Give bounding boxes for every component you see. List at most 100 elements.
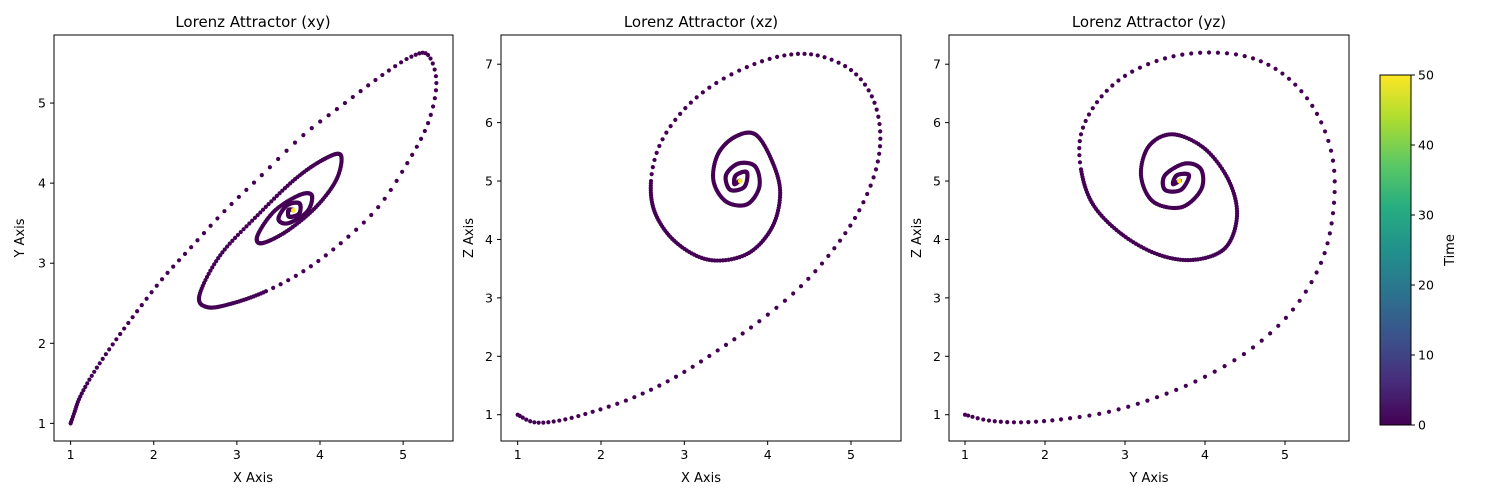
panel-xz-point bbox=[836, 60, 841, 65]
panel-yz-point bbox=[1110, 83, 1115, 88]
colorbar-ticks: 0 10 20 30 40 50 bbox=[1411, 68, 1434, 433]
panel-xz-point bbox=[752, 61, 757, 67]
panel-yz-point bbox=[981, 417, 986, 422]
panel-xy-point bbox=[358, 89, 363, 94]
panel-xy-point bbox=[280, 188, 285, 193]
panel-yz-point bbox=[1067, 416, 1073, 421]
colorbar-tick-label: 40 bbox=[1418, 138, 1434, 153]
panel-yz-point bbox=[1058, 417, 1064, 422]
panel-yz-point bbox=[1183, 383, 1188, 388]
panel-xy-point bbox=[376, 205, 381, 210]
panel-yz-point bbox=[1259, 338, 1264, 343]
panel-xz-point bbox=[740, 331, 745, 336]
panel-yz-ytick-label: 5 bbox=[933, 174, 941, 189]
panel-xz-point bbox=[874, 107, 879, 112]
panel-yz-point bbox=[992, 419, 997, 424]
panel-yz-point bbox=[970, 414, 975, 419]
panel-xy-point bbox=[346, 234, 351, 239]
panel-xz-point bbox=[690, 364, 695, 369]
panel-xz-point bbox=[707, 85, 712, 90]
panel-xz-xtick-label: 2 bbox=[597, 447, 605, 462]
panel-xy-point bbox=[410, 152, 415, 157]
panel-xy-ytick-label: 4 bbox=[38, 176, 46, 191]
panel-xz-point bbox=[723, 342, 729, 347]
panel-xz-point bbox=[815, 53, 820, 58]
panel-xz-point bbox=[806, 276, 811, 281]
panel-xy-point bbox=[400, 169, 405, 174]
panel-xz-point bbox=[673, 374, 679, 379]
panel-xz-point bbox=[683, 106, 688, 111]
panel-yz-point bbox=[1283, 315, 1288, 320]
panel-xz-point bbox=[668, 124, 673, 129]
panel-yz-point bbox=[1126, 404, 1131, 409]
panel-yz-point bbox=[1077, 414, 1082, 420]
panel-xy-point bbox=[422, 128, 427, 134]
panel-xz-point bbox=[848, 223, 853, 228]
panel-xy-point bbox=[342, 100, 348, 106]
panel-xy-point bbox=[405, 161, 410, 166]
panel-xz-point bbox=[829, 57, 834, 62]
panel-yz-point bbox=[1106, 409, 1112, 414]
panel-xy-point bbox=[301, 133, 306, 138]
panel-yz-point bbox=[1087, 413, 1092, 418]
panel-xz-point bbox=[664, 130, 669, 135]
panel-xy-point bbox=[201, 230, 207, 236]
panel-yz-point bbox=[1077, 153, 1082, 158]
panel-xz-ytick-label: 7 bbox=[485, 57, 493, 72]
panel-yz-ytick-label: 4 bbox=[933, 232, 941, 247]
panel-xy-point bbox=[430, 104, 436, 109]
panel-xy-point bbox=[425, 52, 431, 58]
panel-xy-point bbox=[241, 227, 246, 232]
panel-xy-point bbox=[354, 227, 359, 232]
panel-xz-point bbox=[654, 150, 659, 155]
panel-yz-point bbox=[1077, 146, 1082, 151]
panel-xy-point bbox=[258, 210, 263, 215]
panel-xz-point bbox=[843, 64, 848, 69]
panel-xz-point bbox=[789, 52, 794, 57]
panel-xz-point bbox=[878, 136, 883, 141]
panel-xy-point bbox=[218, 253, 223, 258]
panel-yz-point bbox=[1099, 94, 1104, 99]
panel-xy-point bbox=[220, 250, 225, 255]
panel-xz-xticks: 1 2 3 4 5 bbox=[514, 441, 855, 462]
panel-xy-point bbox=[308, 264, 313, 269]
panel-xy-point bbox=[259, 173, 264, 178]
colorbar-tick-label: 10 bbox=[1418, 348, 1434, 363]
panel-xz-point bbox=[524, 417, 529, 422]
panel-xy-point bbox=[331, 247, 336, 252]
panel-yz-point bbox=[986, 418, 992, 423]
panel-xy-point bbox=[252, 215, 258, 221]
panel-xz-point bbox=[536, 420, 541, 425]
panel-xy-point bbox=[135, 309, 140, 314]
panel-xz-point bbox=[774, 305, 779, 310]
panel-xy-point bbox=[122, 326, 127, 331]
panel-yz-point bbox=[1180, 52, 1185, 57]
panel-xz-point bbox=[557, 418, 562, 423]
panel-xy-point bbox=[176, 258, 182, 263]
panel-xy-point bbox=[214, 259, 219, 264]
panel-xy-point bbox=[388, 187, 393, 193]
panel-yz-ytick-label: 1 bbox=[933, 407, 941, 422]
panel-xz-ytick-label: 5 bbox=[485, 174, 493, 189]
panel-yz-point bbox=[1332, 179, 1337, 184]
panel-xz-point bbox=[872, 100, 877, 105]
panel-yz-point bbox=[1332, 189, 1337, 195]
panel-xz-point bbox=[744, 65, 749, 70]
panel-xy-point bbox=[269, 199, 274, 204]
panel-xz-point bbox=[576, 413, 581, 419]
panel-xy-point bbox=[409, 54, 414, 59]
panel-xy-point bbox=[165, 270, 170, 275]
panel-xy-point bbox=[404, 56, 409, 62]
panel-xy-end-point bbox=[291, 207, 296, 213]
panel-xz-point bbox=[865, 191, 870, 197]
panel-yz-point bbox=[1322, 129, 1328, 134]
panel-xy-point bbox=[118, 331, 123, 337]
panel-xy-xlabel: X Axis bbox=[233, 471, 273, 486]
panel-xy-title: Lorenz Attractor (xy) bbox=[175, 13, 330, 31]
panel-xy-point bbox=[110, 342, 115, 347]
panel-xy-ytick-label: 3 bbox=[38, 256, 46, 271]
panel-xy-point bbox=[272, 196, 277, 201]
panel-xz-point bbox=[873, 167, 879, 172]
panel-xy-point bbox=[100, 356, 105, 361]
panel-xy-point bbox=[251, 180, 257, 185]
